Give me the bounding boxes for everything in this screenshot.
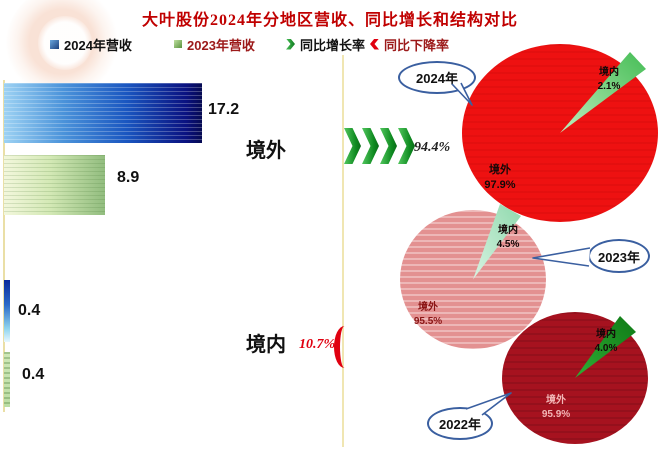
legend-item-2023-revenue: 2023年营收 [174,36,255,53]
callout-2023-label: 2023年 [598,249,640,265]
value-label-overseas-2024: 17.2 [208,101,240,118]
bar-2024-overseas [4,83,202,143]
bar-axis-line [3,80,5,412]
legend-label-growth-rate: 同比增长率 [300,37,366,53]
growth-rate-overseas: 94.4% [414,140,451,155]
category-label-domestic: 境内 [246,334,286,356]
legend-item-decline-rate: 同比下降率 [370,36,450,53]
growth-arrows-icon [344,128,415,164]
pie-2023-overseas-label: 境外 95.5% [404,301,452,328]
callout-2022-label: 2022年 [439,417,481,432]
pie-2023-overseas-pct: 95.5% [413,315,443,327]
value-label-domestic-2023: 0.4 [22,366,45,383]
decline-rate-domestic: 10.7% [299,337,336,352]
divider-line [342,55,344,447]
callout-2024-label: 2024年 [416,71,458,86]
callout-2024: 2024年 [398,61,476,94]
legend-chevron-right-icon [286,38,295,50]
chevron-right-icon [344,128,361,164]
value-label-domestic-2024: 0.4 [18,302,41,319]
pie-2022-domestic-label: 境内 4.0% [584,328,628,355]
pie-2022-overseas-name: 境外 [546,395,566,406]
legend-item-growth-rate: 同比增长率 [286,36,366,53]
chevron-right-icon [380,128,397,164]
bar-2024-domestic [4,280,10,342]
chart-title: 大叶股份2024年分地区营收、同比增长和结构对比 [141,12,518,29]
pie-2022-overseas-pct: 95.9% [541,408,571,420]
pie-2024-overseas-label: 境外 97.9% [476,163,524,193]
legend-label-2023-revenue: 2023年营收 [187,37,255,53]
callout-2022: 2022年 [427,407,493,440]
pie-2022-domestic-pct: 4.0% [594,342,618,354]
legend-chevron-left-icon [370,38,379,50]
legend-square-blue-icon [50,39,59,49]
decline-arrow-icon [334,326,355,368]
pie-2022-overseas-label: 境外 95.9% [532,394,580,421]
legend-label-decline-rate: 同比下降率 [384,37,450,53]
pie-2024-domestic-name: 境内 [599,67,619,78]
pie-2023-domestic-name: 境内 [498,225,518,236]
pie-2023-domestic-label: 境内 4.5% [486,224,530,251]
legend-square-green-icon [174,40,182,48]
pie-2023-overseas-name: 境外 [418,302,438,313]
category-label-overseas: 境外 [246,140,286,162]
bar-2023-domestic [4,352,10,407]
watermark-inner-swirl-icon [38,16,92,70]
chevron-right-icon [362,128,379,164]
bar-2023-overseas [4,155,105,215]
legend-item-2024-revenue: 2024年营收 [50,36,132,53]
pie-2024-overseas-name: 境外 [489,164,511,176]
legend-label-2024-revenue: 2024年营收 [64,37,132,53]
pie-2022 [502,312,648,444]
pie-2024-overseas-pct: 97.9% [484,178,516,191]
pie-2024-domestic-pct: 2.1% [597,80,621,92]
pie-2023-domestic-pct: 4.5% [496,238,520,250]
pie-2024-domestic-label: 境内 2.1% [586,66,632,93]
value-label-overseas-2023: 8.9 [117,169,140,186]
pie-2022-domestic-name: 境内 [596,329,616,340]
callout-2023: 2023年 [588,239,650,273]
chevron-right-icon [398,128,415,164]
